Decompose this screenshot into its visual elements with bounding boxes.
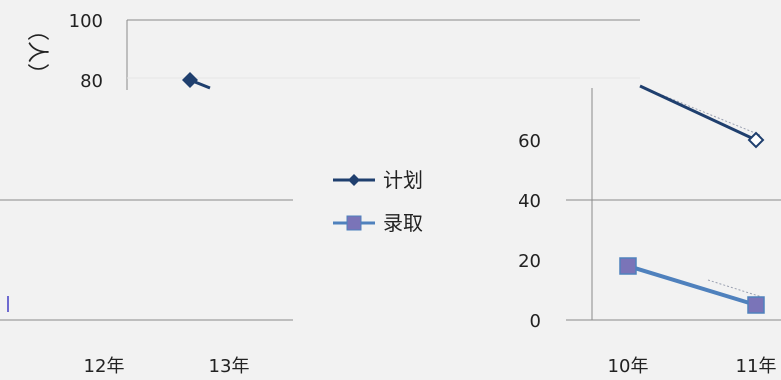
y-tick-label-right-0: 0 — [530, 311, 541, 332]
y-tick-label-right-60: 60 — [518, 131, 541, 152]
top-plot-area — [127, 20, 635, 85]
x-tick-label-10年: 10年 — [608, 356, 649, 376]
series-admit-line — [627, 264, 757, 307]
point-plan-11年 — [747, 131, 765, 149]
x-tick-label-13年: 13年 — [209, 356, 250, 376]
point-admit-11年 — [747, 296, 765, 314]
legend-box — [300, 160, 460, 250]
chart-marks — [182, 72, 765, 314]
y-tick-label-left-80: 80 — [80, 71, 103, 92]
y-axis-label: （人） — [24, 19, 49, 85]
right-plot-area — [592, 88, 781, 323]
legend-label-admit: 录取 — [383, 211, 423, 235]
legend: 计划 录取 — [300, 160, 460, 250]
y-tick-label-left-100: 100 — [69, 11, 103, 32]
legend-marker-plan — [348, 174, 360, 186]
right-chart-fragment — [566, 85, 781, 323]
y-tick-label-right-40: 40 — [518, 191, 541, 212]
x-tick-label-11年: 11年 — [736, 356, 777, 376]
left-chart-fragment: （人） — [0, 8, 640, 323]
series-plan-line-right — [639, 84, 757, 142]
legend-label-plan: 计划 — [383, 168, 423, 192]
point-plan-13年 — [182, 72, 198, 88]
point-admit-10年 — [619, 257, 637, 275]
admit-trend-shadow — [707, 279, 766, 299]
legend-marker-admit — [346, 215, 362, 231]
y-tick-label-right-20: 20 — [518, 251, 541, 272]
x-tick-label-12年: 12年 — [84, 356, 125, 376]
